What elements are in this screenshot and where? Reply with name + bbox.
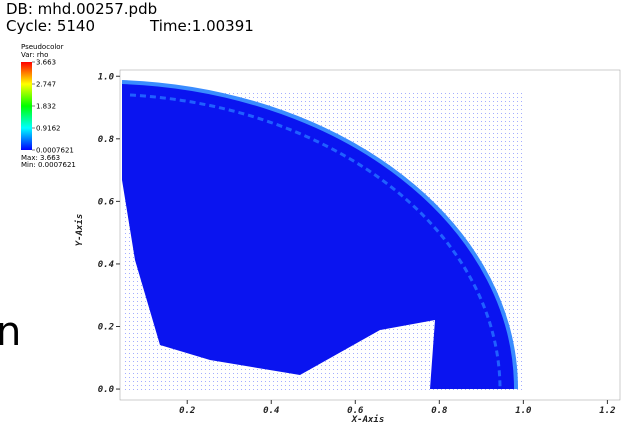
colorbar-label: 0.9162 xyxy=(36,125,61,133)
cycle-label: Cycle: 5140 xyxy=(6,17,95,35)
legend-title: Pseudocolor xyxy=(21,43,64,51)
colorbar-label: 2.747 xyxy=(36,81,56,89)
colorbar-label: 1.832 xyxy=(36,102,56,110)
x-tick-label: 1.2 xyxy=(599,406,615,416)
x-axis-label: X-Axis xyxy=(351,414,385,425)
y-tick-label: 1.0 xyxy=(98,72,115,82)
legend-max: Max: 3.663 xyxy=(21,154,60,162)
colorbar-label: 3.663 xyxy=(36,59,56,67)
x-tick-label: 0.2 xyxy=(179,406,195,416)
side-fragment: n xyxy=(0,309,21,355)
y-axis-label: Y-Axis xyxy=(74,214,85,247)
density-field xyxy=(122,82,517,389)
legend-min: Min: 0.0007621 xyxy=(21,161,76,169)
y-tick-label: 0.6 xyxy=(98,197,115,207)
time-label: Time:1.00391 xyxy=(149,17,254,35)
x-tick-label: 1.0 xyxy=(515,406,532,416)
x-tick-label: 0.8 xyxy=(431,406,447,416)
shock-front xyxy=(121,80,519,390)
x-tick-label: 0.6 xyxy=(347,406,364,416)
inner-structure xyxy=(129,93,502,390)
db-label: DB: mhd.00257.pdb xyxy=(6,0,157,18)
legend-var: Var: rho xyxy=(21,51,48,59)
colorbar-label: 0.0007621 xyxy=(36,147,74,155)
x-tick-label: 0.4 xyxy=(263,406,279,416)
y-tick-label: 0.4 xyxy=(98,260,114,270)
colorbar xyxy=(21,62,32,150)
y-tick-label: 0.8 xyxy=(98,135,114,145)
y-tick-label: 0.0 xyxy=(98,385,115,395)
y-tick-label: 0.2 xyxy=(98,322,114,332)
